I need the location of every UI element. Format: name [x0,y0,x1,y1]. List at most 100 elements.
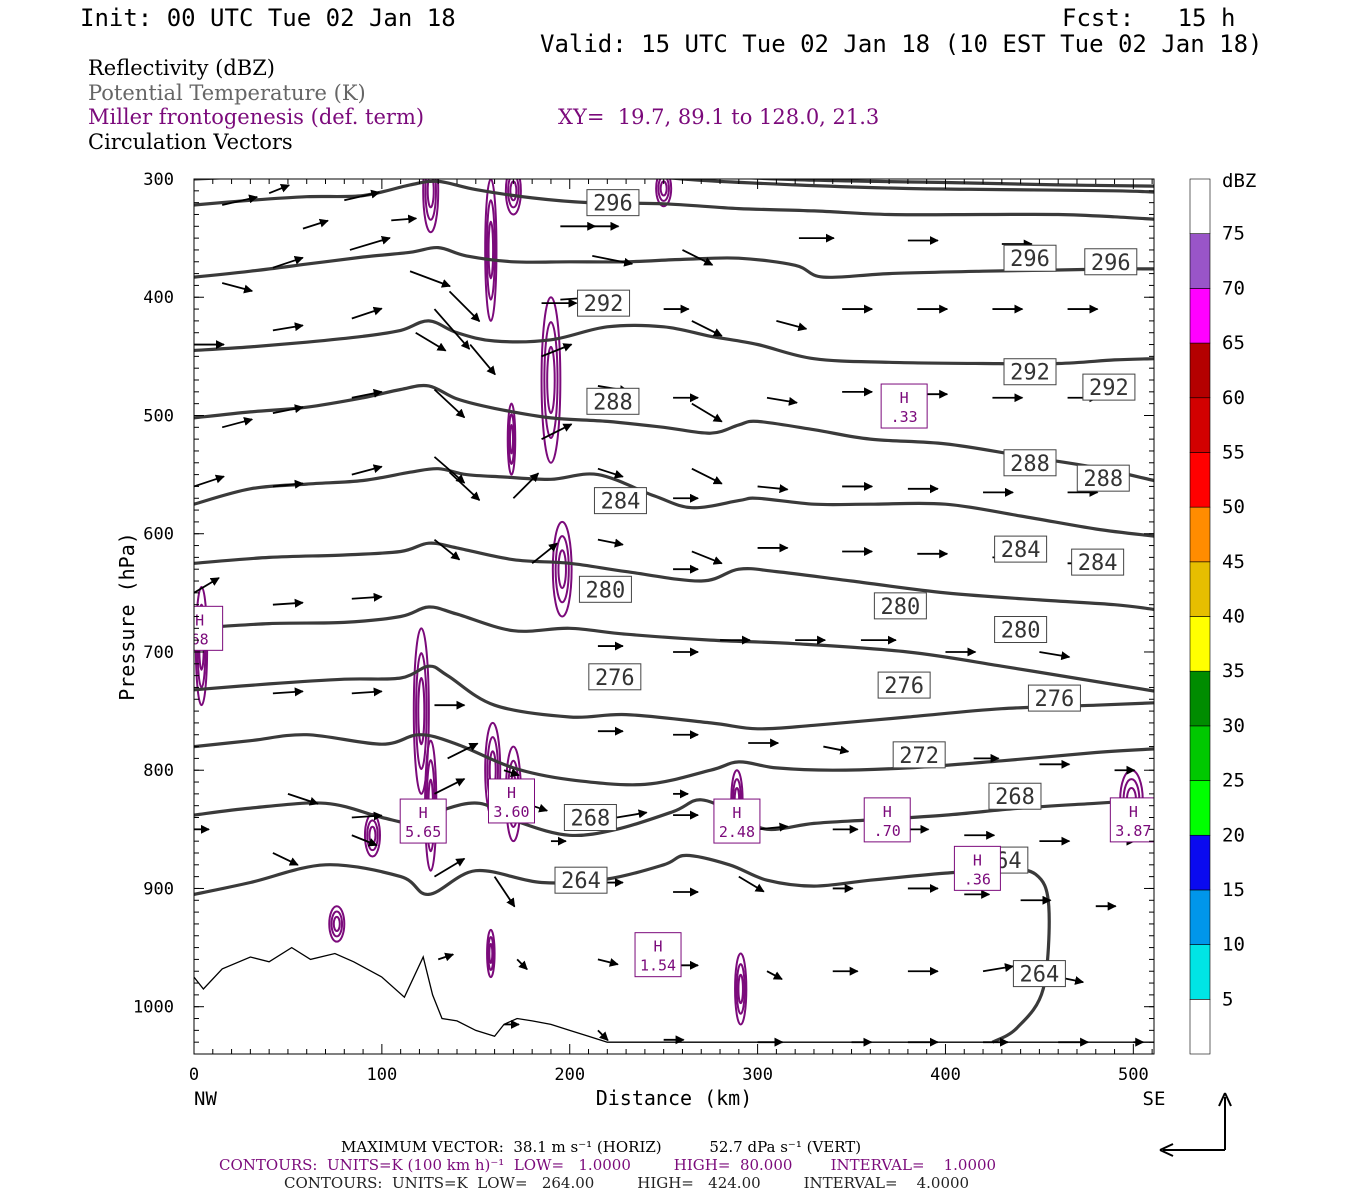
colorbar-label: 30 [1222,715,1245,737]
theta-label: 300 [1091,133,1131,158]
theta-label: 272 [899,744,939,769]
circulation-vector [272,852,299,866]
y-tick-label: 300 [143,170,174,190]
theta-label: 280 [1001,619,1041,644]
miller-max-h: H [883,803,892,821]
circulation-vector [448,290,481,322]
circulation-vector [823,745,850,755]
miller-max-h: H [900,389,909,407]
circulation-vector [691,402,723,423]
circulation-vector [272,255,304,269]
miller-contour [366,819,379,852]
circulation-vector [597,958,619,967]
theta-label-box [554,866,608,894]
theta-label-box [586,189,640,217]
theta-label: 296 [1010,247,1050,272]
miller-max-h: H [732,804,741,822]
circulation-vector [597,1029,609,1041]
colorbar-segment [1189,780,1211,836]
y-tick-label: 1000 [133,998,174,1018]
miller-max-box [1109,797,1154,843]
contours-theta-footer: CONTOURS: UNITS=K LOW= 264.00 HIGH= 424.… [284,1174,970,1192]
theta-contour-304 [194,179,1154,221]
circulation-vector [433,308,471,350]
terrain-line [194,946,1154,1043]
theta-label-box [1071,548,1125,576]
circulation-vector [592,254,634,267]
theta-contour-312 [738,179,1154,188]
theta-label: 296 [593,192,633,217]
circulation-vector [351,811,383,821]
colorbar-segment [1189,561,1211,617]
circulation-vector [691,467,723,485]
y-tick-label: 500 [143,406,174,426]
circulation-vector [351,464,383,476]
theta-label-box [301,63,353,89]
miller-contour [546,345,556,415]
miller-max-h: H [195,611,204,629]
y-tick-label: 800 [143,761,174,781]
miller-contour [415,652,428,771]
theta-contour-272 [194,733,1154,787]
colorbar-label: 25 [1222,770,1245,792]
circulation-vector [351,306,383,320]
circulation-vector [691,320,723,337]
miller-contour [737,973,744,1005]
circulation-vector [351,592,383,602]
theta-label-box [578,575,632,603]
circulation-vector [738,875,765,893]
miller-contour [417,676,426,746]
y-tick-label: 700 [143,643,174,663]
theta-label: 276 [1035,687,1075,712]
circulation-vector [344,189,381,202]
miller-contour [507,179,520,209]
theta-label-box [1012,960,1066,988]
cross-section-xy: XY= 19.7, 89.1 to 128.0, 21.3 [558,105,880,129]
theta-label-box [988,782,1042,810]
circulation-vector [434,778,466,795]
miller-contour [508,423,514,455]
circulation-vector [221,194,259,206]
valid-time: Valid: 15 UTC Tue 02 Jan 18 (10 EST Tue … [540,30,1263,58]
theta-label: 276 [595,666,635,691]
theta-label-box [1085,131,1137,157]
theta-label-box [1004,128,1056,154]
legend-reflectivity: Reflectivity (dBZ) [88,56,276,80]
miller-max-box [194,605,224,651]
theta-label: 280 [881,595,921,620]
legend-miller: Miller frontogenesis (def. term) [88,105,425,129]
miller-max-box [880,383,928,429]
theta-label-box [892,741,946,769]
theta-label: 280 [586,578,626,603]
circulation-vector [433,456,466,484]
circulation-vector [469,343,496,376]
colorbar-segment [1189,288,1211,344]
theta-contour-296 [194,319,1154,366]
theta-label: 292 [584,292,624,317]
colorbar-segment [1189,944,1211,1000]
circulation-vector [691,550,723,565]
circulation-vector [597,467,624,479]
colorbar-label: 60 [1222,387,1245,409]
theta-label: 288 [1010,452,1050,477]
miller-contour [734,952,748,1026]
circulation-vector [434,857,466,878]
theta-label: 288 [593,390,633,415]
theta-label: 268 [571,807,611,832]
theta-contour-288 [194,467,1154,538]
miller-max-box [634,932,682,978]
miller-max-value: .36 [964,870,991,888]
colorbar-label: 15 [1222,879,1245,901]
miller-contour [487,220,495,280]
miller-contour [540,296,562,464]
colorbar-segment [1189,178,1211,234]
miller-contour [328,905,346,943]
circulation-vector [221,282,254,294]
theta-label: 292 [1010,361,1050,386]
miller-contour [543,321,559,439]
circulation-vector [597,538,624,548]
miller-max-box [713,798,761,844]
miller-max-value: .33 [891,408,918,426]
forecast-hour: Fcst: 15 h [1062,4,1236,32]
